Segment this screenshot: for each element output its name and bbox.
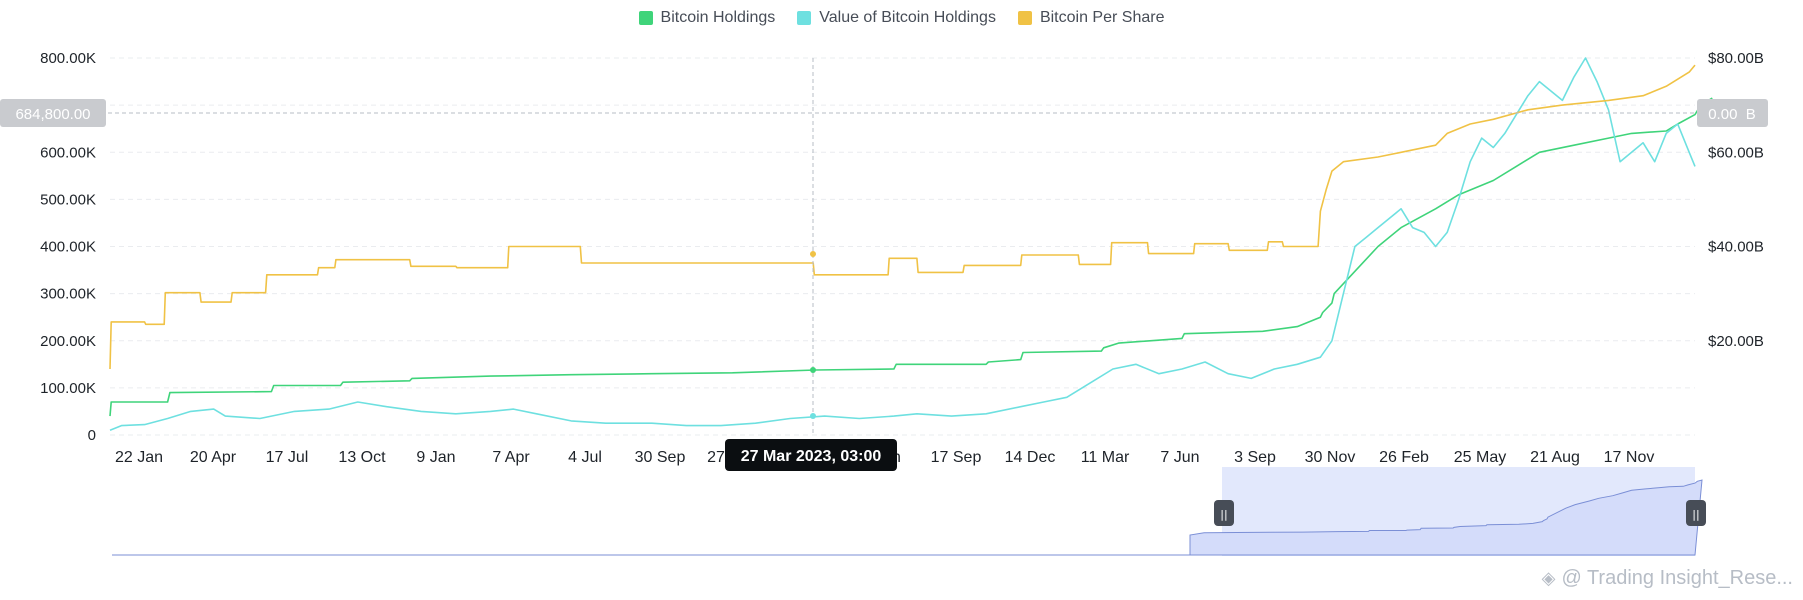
x-tick-label: 7 Apr [492, 449, 530, 466]
navigator-handle-end-icon: || [1692, 508, 1699, 521]
legend-item-bitcoin-holdings[interactable]: Bitcoin Holdings [638, 9, 776, 27]
y-left-tick-label: 200.00K [40, 333, 96, 350]
right-value-tag [1697, 99, 1768, 127]
x-tick-label: 30 Nov [1305, 449, 1356, 466]
x-tick-label: 7 Jun [1160, 449, 1199, 466]
x-tick-label: 30 Sep [635, 449, 686, 466]
y-left-tick-label: 100.00K [40, 380, 96, 397]
y-left-tick-label: 600.00K [40, 144, 96, 161]
x-tick-label: 26 Feb [1379, 449, 1429, 466]
y-axis-left: 0 100.00K 200.00K 300.00K 400.00K 500.00K 600.… [40, 50, 96, 444]
crosshair-dot-cyan [810, 413, 816, 419]
navigator-area [1189, 479, 1703, 556]
legend-swatch [1017, 11, 1032, 25]
x-tick-label: 4 Jul [568, 449, 602, 466]
x-tick-label: 13 Oct [338, 449, 386, 466]
legend: Bitcoin Holdings Value of Bitcoin Holdin… [0, 9, 1803, 27]
grid [110, 57, 1695, 436]
left-value-tag-text: 684,800.00 [15, 106, 90, 123]
navigator-handle-start[interactable] [1214, 500, 1234, 526]
navigator-handle-end[interactable] [1686, 500, 1706, 526]
range-navigator[interactable]: || || [112, 467, 1706, 556]
y-left-tick-label: 800.00K [40, 50, 96, 67]
y-right-tick-label: $60.00B [1708, 144, 1764, 161]
y-right-tick-label: $20.00B [1708, 333, 1764, 350]
series-line-bitcoin-holdings [109, 97, 1713, 417]
right-value-tag-text: 0.00 B [1708, 106, 1756, 123]
navigator-handle-start-icon: || [1220, 508, 1227, 521]
y-left-tick-label: 500.00K [40, 191, 96, 208]
x-tick-label: 22 Jan [115, 449, 163, 466]
x-tick-label: 21 Aug [1530, 449, 1580, 466]
watermark-text: @ Trading Insight_Rese... [1561, 567, 1793, 589]
crosshair: 684,800.00 0.00 B 27 Mar 2023, 03:00 [0, 58, 1768, 471]
x-tick-label: 14 Dec [1005, 449, 1056, 466]
series-line-value-of-bitcoin-holdings [109, 57, 1696, 432]
legend-label: Bitcoin Holdings [660, 9, 776, 26]
diamond-logo-icon: ◈ [1541, 568, 1556, 588]
y-left-tick-label: 0 [88, 427, 96, 444]
y-left-tick-label: 400.00K [40, 239, 96, 256]
y-right-tick-label: $40.00B [1708, 239, 1764, 256]
x-tick-label: 9 Jan [416, 449, 455, 466]
x-tick-label: 11 Mar [1081, 449, 1130, 466]
crosshair-dot-green [810, 367, 816, 373]
x-tick-label: 25 May [1454, 449, 1506, 466]
watermark: ◈ @ Trading Insight_Rese... [1542, 567, 1793, 590]
x-tick-label: 3 Sep [1234, 449, 1276, 466]
x-tick-label: 17 Jul [266, 449, 309, 466]
x-tick-label: 17 Sep [931, 449, 982, 466]
x-tick-label: 20 Apr [190, 449, 237, 466]
y-left-tick-label: 300.00K [40, 286, 96, 303]
crosshair-dot-yellow [810, 251, 816, 257]
x-tick-label: 27 [707, 449, 725, 466]
legend-swatch [638, 11, 653, 25]
legend-label: Bitcoin Per Share [1039, 9, 1165, 26]
date-tooltip-text: 27 Mar 2023, 03:00 [741, 448, 882, 465]
legend-swatch [797, 11, 812, 25]
left-value-tag [0, 99, 106, 127]
legend-item-bitcoin-per-share[interactable]: Bitcoin Per Share [1017, 9, 1165, 27]
x-tick-label: 17 Nov [1604, 449, 1655, 466]
series-group [109, 57, 1713, 432]
legend-label: Value of Bitcoin Holdings [819, 9, 996, 26]
date-tooltip [725, 439, 897, 471]
y-right-tick-label: $80.00B [1708, 50, 1764, 67]
legend-item-value-of-bitcoin-holdings[interactable]: Value of Bitcoin Holdings [797, 9, 996, 27]
y-axis-right: $20.00B $40.00B $60.00B $80.00B [1708, 50, 1764, 350]
series-line-bitcoin-per-share [109, 64, 1696, 370]
